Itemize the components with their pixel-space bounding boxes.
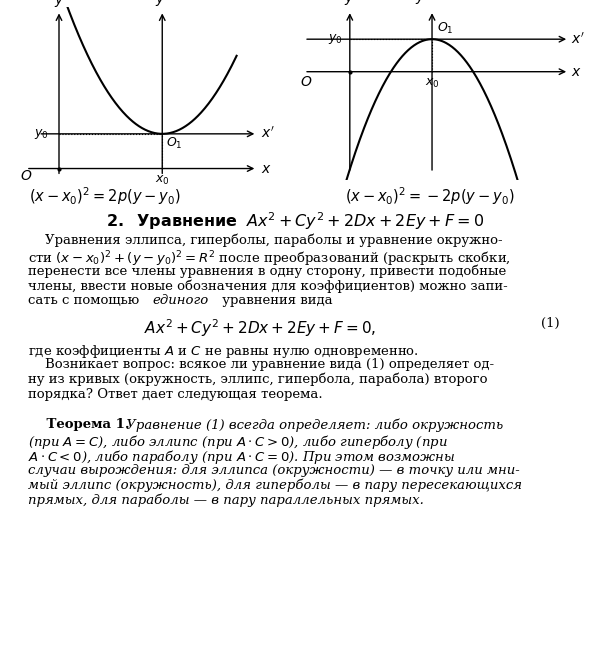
Text: $(x-x_0)^2 = -2p(y-y_0)$: $(x-x_0)^2 = -2p(y-y_0)$ xyxy=(345,185,515,207)
Text: $O_1$: $O_1$ xyxy=(437,21,453,36)
Text: $Ax^2 + Cy^2 + 2Dx + 2Ey + F = 0,$: $Ax^2 + Cy^2 + 2Dx + 2Ey + F = 0,$ xyxy=(144,317,376,339)
Text: случаи вырождения: для эллипса (окружности) — в точку или мни-: случаи вырождения: для эллипса (окружнос… xyxy=(28,464,520,476)
Text: $(x-x_0)^2 = 2p(y-y_0)$: $(x-x_0)^2 = 2p(y-y_0)$ xyxy=(29,185,181,207)
Text: $y_0$: $y_0$ xyxy=(328,32,343,46)
Text: $y'$: $y'$ xyxy=(415,0,428,7)
Text: прямых, для параболы — в пару параллельных прямых.: прямых, для параболы — в пару параллельн… xyxy=(28,494,424,507)
Text: $x_0$: $x_0$ xyxy=(425,77,440,90)
Text: мый эллипс (окружность), для гиперболы — в пару пересекающихся: мый эллипс (окружность), для гиперболы —… xyxy=(28,479,522,492)
Text: $y$: $y$ xyxy=(54,0,64,9)
Text: единого: единого xyxy=(152,294,208,307)
Text: сти $(x-x_0)^2+(y-y_0)^2=R^2$ после преобразований (раскрыть скобки,: сти $(x-x_0)^2+(y-y_0)^2=R^2$ после прео… xyxy=(28,249,511,269)
Text: Уравнения эллипса, гиперболы, параболы и уравнение окружно-: Уравнения эллипса, гиперболы, параболы и… xyxy=(28,234,503,247)
Text: $y'$: $y'$ xyxy=(155,0,169,9)
Text: члены, ввести новые обозначения для коэффициентов) можно запи-: члены, ввести новые обозначения для коэф… xyxy=(28,279,508,293)
Text: $y_0$: $y_0$ xyxy=(34,127,49,141)
Text: $A \cdot C < 0$), либо параболу (при $A \cdot C = 0$). При этом возможны: $A \cdot C < 0$), либо параболу (при $A … xyxy=(28,448,455,466)
Text: уравнения вида: уравнения вида xyxy=(218,294,333,307)
Text: Уравнение (1) всегда определяет: либо окружность: Уравнение (1) всегда определяет: либо ок… xyxy=(122,418,503,432)
Text: ну из кривых (окружность, эллипс, гипербола, парабола) второго: ну из кривых (окружность, эллипс, гиперб… xyxy=(28,373,487,386)
Text: $O$: $O$ xyxy=(20,169,32,183)
Text: $x'$: $x'$ xyxy=(261,126,274,141)
Text: сать с помощью: сать с помощью xyxy=(28,294,143,307)
Text: порядка? Ответ дает следующая теорема.: порядка? Ответ дает следующая теорема. xyxy=(28,388,323,401)
Text: $x'$: $x'$ xyxy=(571,31,585,47)
Text: (1): (1) xyxy=(542,317,560,330)
Text: (при $A=C$), либо эллипс (при $A \cdot C > 0$), либо гиперболу (при: (при $A=C$), либо эллипс (при $A \cdot C… xyxy=(28,434,448,452)
Text: $x$: $x$ xyxy=(261,161,271,175)
Text: Возникает вопрос: всякое ли уравнение вида (1) определяет од-: Возникает вопрос: всякое ли уравнение ви… xyxy=(28,358,494,371)
Text: где коэффициенты $A$ и $C$ не равны нулю одновременно.: где коэффициенты $A$ и $C$ не равны нулю… xyxy=(28,343,419,360)
Text: $y$: $y$ xyxy=(345,0,355,7)
Text: перенести все члены уравнения в одну сторону, привести подобные: перенести все члены уравнения в одну сто… xyxy=(28,264,506,277)
Text: $O$: $O$ xyxy=(300,75,312,89)
Text: $O_1$: $O_1$ xyxy=(166,136,182,151)
Text: $x_0$: $x_0$ xyxy=(155,174,169,187)
Text: $x$: $x$ xyxy=(571,65,582,79)
Text: $\bf{2.}$  $\bf{Уравнение}$  $Ax^2 + Cy^2 + 2Dx + 2Ey + F = 0$: $\bf{2.}$ $\bf{Уравнение}$ $Ax^2 + Cy^2 … xyxy=(106,210,484,232)
Text: Теорема 1.: Теорема 1. xyxy=(28,418,130,431)
